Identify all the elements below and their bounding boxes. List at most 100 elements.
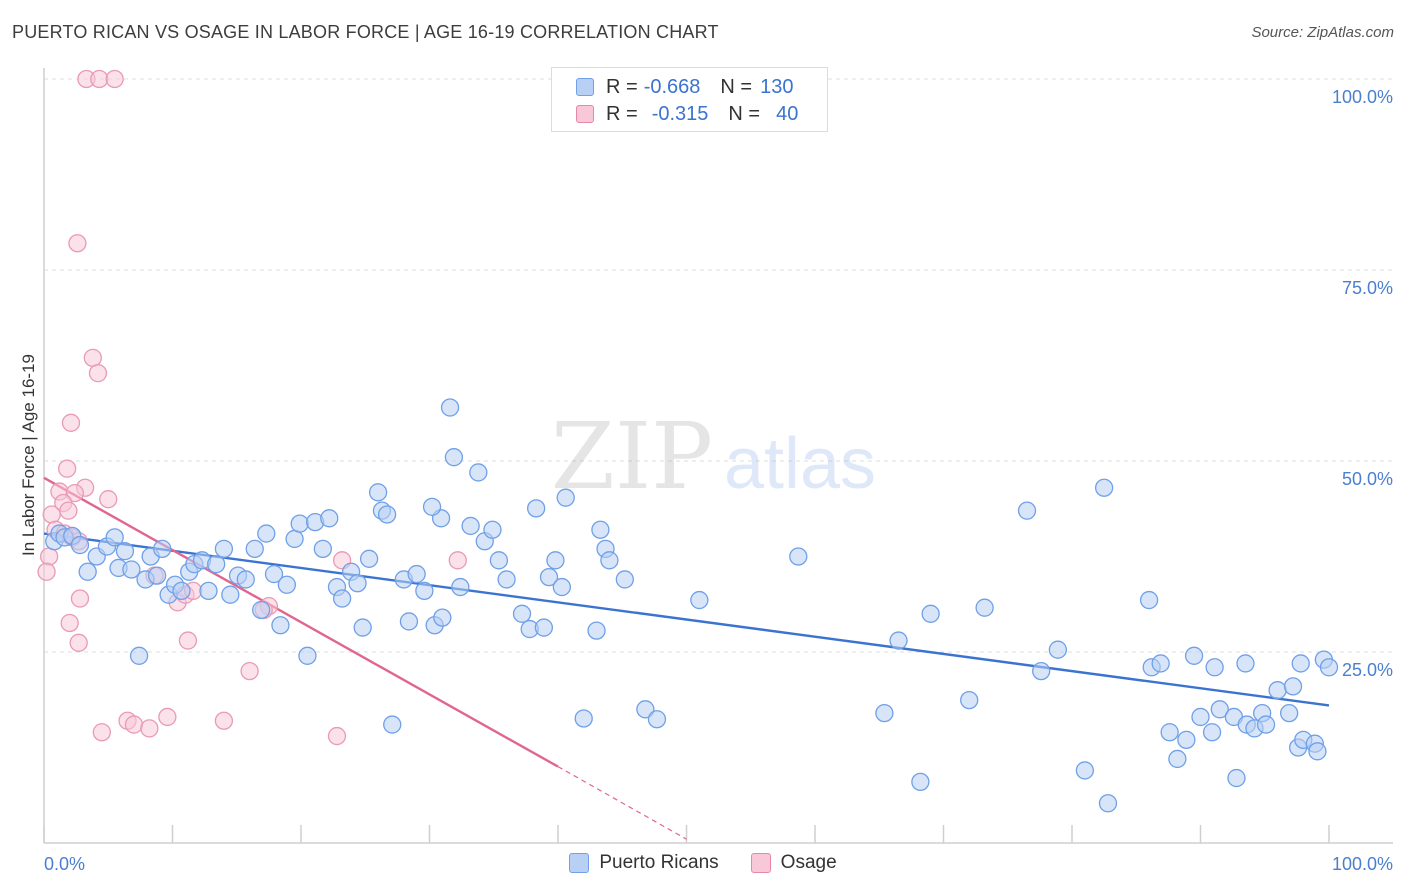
y-tick-label: 100.0% [1332, 87, 1393, 107]
point-puerto-ricans [1227, 768, 1246, 788]
point-puerto-ricans [556, 488, 575, 507]
point-puerto-ricans [615, 570, 634, 589]
point-puerto-ricans [1168, 749, 1187, 769]
y-tick-label: 75.0% [1342, 278, 1393, 298]
point-puerto-ricans [600, 551, 619, 570]
point-puerto-ricans [147, 566, 167, 585]
point-osage [214, 711, 234, 730]
legend-r-value: -0.315 [651, 102, 709, 125]
point-puerto-ricans [552, 577, 572, 597]
point-puerto-ricans [1256, 715, 1276, 734]
watermark: ZIP atlas [551, 403, 876, 510]
point-osage [99, 490, 118, 509]
point-puerto-ricans [534, 618, 554, 637]
legend-row-puerto-ricans: R = -0.668 N = 130 [576, 75, 793, 99]
point-puerto-ricans [264, 564, 284, 584]
watermark-zip: ZIP [551, 403, 713, 510]
point-puerto-ricans [574, 709, 593, 728]
legend-r-value: -0.668 [643, 75, 701, 98]
y-tick-label: 25.0% [1342, 660, 1393, 680]
point-puerto-ricans [489, 551, 509, 570]
point-puerto-ricans [690, 590, 709, 610]
point-puerto-ricans [1032, 661, 1051, 681]
point-puerto-ricans [207, 554, 226, 574]
point-puerto-ricans [1094, 478, 1114, 497]
point-puerto-ricans [122, 560, 141, 579]
point-osage [69, 633, 88, 652]
series-legend-puerto-ricans: Puerto Ricans [569, 852, 719, 874]
point-puerto-ricans [271, 616, 290, 635]
point-puerto-ricans [290, 514, 309, 533]
point-puerto-ricans [245, 539, 264, 559]
grid-lines [44, 78, 1395, 653]
point-puerto-ricans [1184, 646, 1204, 665]
point-puerto-ricans [257, 524, 276, 543]
tick-labels: 25.0% 50.0% 75.0% 100.0% 0.0% 100.0% [44, 87, 1393, 874]
point-osage [68, 234, 87, 253]
trend-extension-osage [557, 766, 687, 840]
point-puerto-ricans [527, 499, 546, 518]
point-puerto-ricans [789, 547, 808, 566]
point-puerto-ricans [1048, 640, 1068, 659]
series-swatch-blue [569, 853, 590, 873]
watermark-atlas: atlas [724, 424, 876, 504]
point-osage [92, 723, 111, 742]
legend-r-label: R = [606, 75, 638, 98]
point-puerto-ricans [1268, 681, 1287, 700]
point-puerto-ricans [1319, 658, 1339, 677]
point-puerto-ricans [332, 589, 352, 608]
point-osage [140, 719, 159, 738]
point-puerto-ricans [1283, 677, 1303, 696]
x-tick-label: 100.0% [1332, 854, 1393, 874]
point-puerto-ricans [1210, 700, 1229, 719]
point-puerto-ricans [1160, 723, 1179, 742]
point-puerto-ricans [636, 700, 655, 719]
point-osage [158, 707, 177, 727]
point-puerto-ricans [512, 604, 532, 623]
point-puerto-ricans [1280, 703, 1299, 723]
point-puerto-ricans [1177, 730, 1196, 750]
point-puerto-ricans [129, 646, 149, 665]
point-puerto-ricans [539, 567, 559, 587]
axes [43, 68, 1393, 844]
point-puerto-ricans [236, 570, 255, 589]
point-puerto-ricans [1139, 590, 1159, 610]
point-puerto-ricans [911, 772, 930, 792]
point-puerto-ricans [960, 690, 979, 710]
series-legend: Puerto Ricans Osage [0, 852, 1406, 874]
point-puerto-ricans [1202, 723, 1222, 742]
point-osage [65, 483, 84, 503]
series-label: Osage [780, 852, 837, 873]
legend-n-value: 130 [760, 75, 794, 98]
point-puerto-ricans [875, 703, 894, 723]
point-puerto-ricans [1151, 654, 1170, 673]
point-osage [60, 613, 79, 633]
point-puerto-ricans [383, 715, 402, 734]
point-osage [37, 562, 56, 581]
point-osage [124, 715, 144, 734]
point-puerto-ricans [252, 600, 271, 620]
series-legend-osage: Osage [750, 852, 837, 874]
legend-r-label: R = [606, 102, 638, 125]
point-puerto-ricans [889, 631, 908, 650]
point-puerto-ricans [348, 574, 367, 593]
legend-row-osage: R = -0.315 N = 40 [576, 102, 798, 126]
point-puerto-ricans [1291, 654, 1310, 673]
point-puerto-ricans [1075, 761, 1094, 780]
legend-swatch-blue [576, 78, 594, 96]
point-puerto-ricans [469, 463, 488, 482]
point-puerto-ricans [399, 612, 419, 631]
point-puerto-ricans [975, 598, 994, 617]
point-osage [42, 505, 61, 524]
legend-n-value: 40 [776, 102, 799, 125]
point-puerto-ricans [377, 505, 397, 524]
point-osage [70, 589, 90, 608]
trend-lines [43, 476, 1330, 840]
point-osage [57, 459, 77, 478]
point-puerto-ricans [277, 575, 297, 594]
point-puerto-ricans [368, 483, 388, 502]
point-osage [448, 551, 467, 570]
trend-line-osage [43, 476, 559, 768]
series-label: Puerto Ricans [599, 852, 719, 873]
